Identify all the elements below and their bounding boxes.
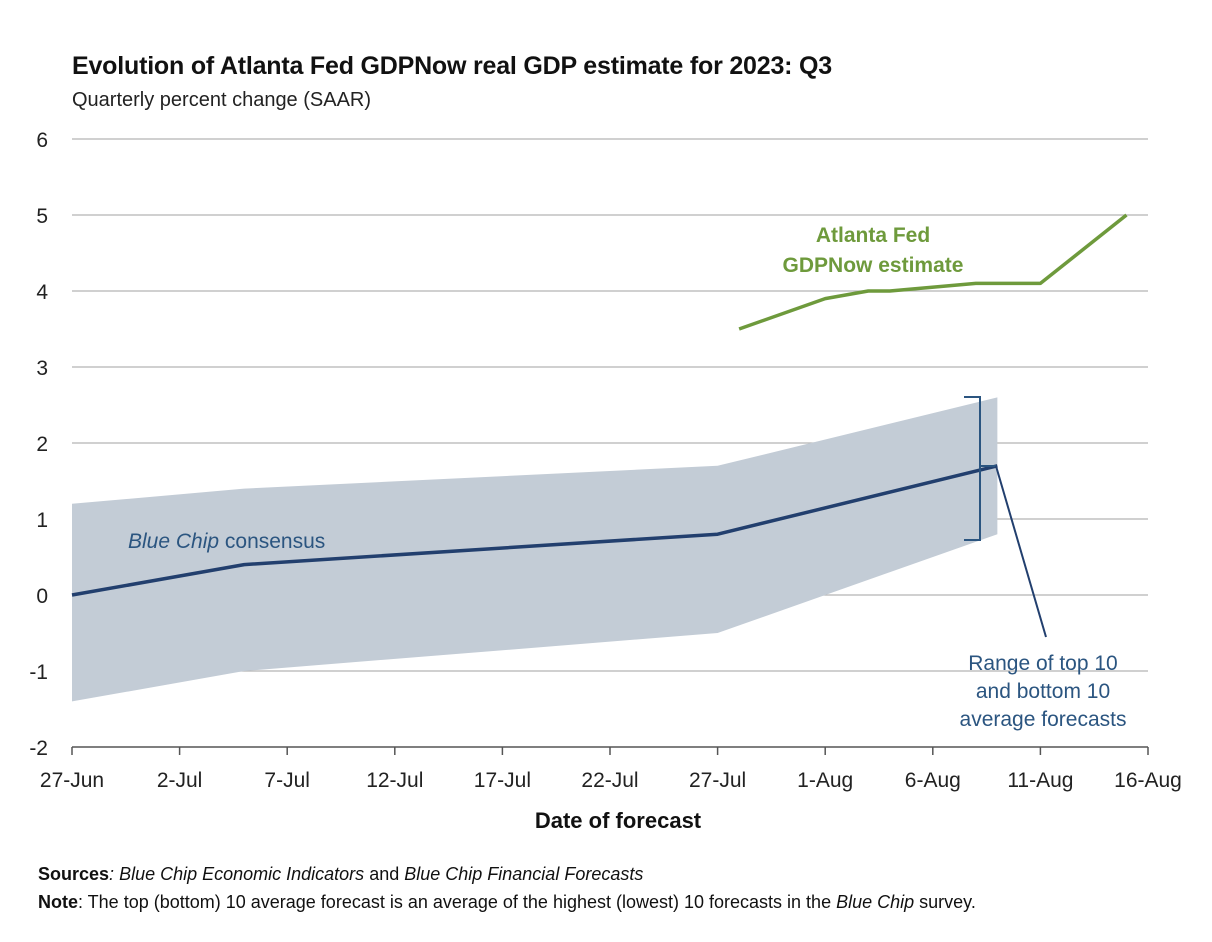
gdpnow-label-line1: Atlanta Fed — [816, 224, 930, 247]
x-tick-label: 2-Jul — [157, 769, 203, 792]
x-tick-label: 11-Aug — [1007, 769, 1073, 792]
sources-line: Sources: Blue Chip Economic Indicators a… — [38, 864, 643, 885]
sources-sep: : — [109, 864, 120, 884]
x-tick-label: 27-Jun — [40, 769, 104, 792]
x-tick-label: 17-Jul — [474, 769, 531, 792]
y-axis: -2 -1 0 1 2 3 4 5 6 — [29, 129, 48, 760]
note-line: Note: The top (bottom) 10 average foreca… — [38, 892, 976, 913]
note-label: Note — [38, 892, 78, 912]
y-tick-label: 4 — [36, 281, 48, 304]
x-axis-title: Date of forecast — [535, 808, 702, 833]
chart-subtitle: Quarterly percent change (SAAR) — [72, 89, 372, 111]
x-tick-label: 7-Jul — [264, 769, 310, 792]
note-text-2: survey. — [914, 892, 976, 912]
x-tick-label: 27-Jul — [689, 769, 746, 792]
y-tick-label: -2 — [29, 737, 48, 760]
y-tick-label: 1 — [36, 509, 48, 532]
y-tick-label: 0 — [36, 585, 48, 608]
y-tick-label: 5 — [36, 205, 48, 228]
y-tick-label: 3 — [36, 357, 48, 380]
x-axis: 27-Jun 2-Jul 7-Jul 12-Jul 17-Jul 22-Jul 27-Jul… — [40, 746, 1182, 792]
range-band — [72, 397, 998, 702]
sources-title-2: Blue Chip Financial Forecasts — [404, 864, 644, 884]
range-label-line2: and bottom 10 — [976, 680, 1110, 703]
x-tick-label: 6-Aug — [905, 769, 961, 792]
annotations: Atlanta Fed GDPNow estimate Blue Chip co… — [128, 224, 1126, 731]
bluechip-label-rest: consensus — [219, 530, 325, 553]
y-tick-label: 6 — [36, 129, 48, 152]
x-tick-label: 16-Aug — [1114, 769, 1182, 792]
x-tick-label: 22-Jul — [581, 769, 638, 792]
range-label-line3: average forecasts — [960, 708, 1127, 731]
note-italic: Blue Chip — [836, 892, 915, 912]
chart-canvas: 27-Jun 2-Jul 7-Jul 12-Jul 17-Jul 22-Jul 27-Jul… — [29, 129, 1182, 833]
x-tick-label: 12-Jul — [366, 769, 423, 792]
bluechip-line — [71, 464, 998, 597]
range-band-layer — [72, 397, 998, 702]
gdpnow-label-line2: GDPNow estimate — [783, 254, 964, 277]
bluechip-label-italic: Blue Chip — [128, 530, 219, 553]
y-tick-label: 2 — [36, 433, 48, 456]
range-bracket — [964, 396, 996, 541]
range-label-line1: Range of top 10 — [968, 652, 1117, 675]
gdpnow-line — [738, 213, 1128, 331]
x-tick-label: 1-Aug — [797, 769, 853, 792]
series-layer — [71, 213, 1128, 597]
chart-title: Evolution of Atlanta Fed GDPNow real GDP… — [72, 52, 832, 80]
note-text-1: : The top (bottom) 10 average forecast i… — [78, 892, 837, 912]
range-leader-line — [995, 465, 1047, 638]
sources-title-1: Blue Chip Economic Indicators — [119, 864, 365, 884]
sources-label: Sources — [38, 864, 110, 884]
bluechip-label: Blue Chip consensus — [128, 530, 325, 553]
y-tick-label: -1 — [29, 661, 48, 684]
sources-and: and — [364, 864, 405, 884]
